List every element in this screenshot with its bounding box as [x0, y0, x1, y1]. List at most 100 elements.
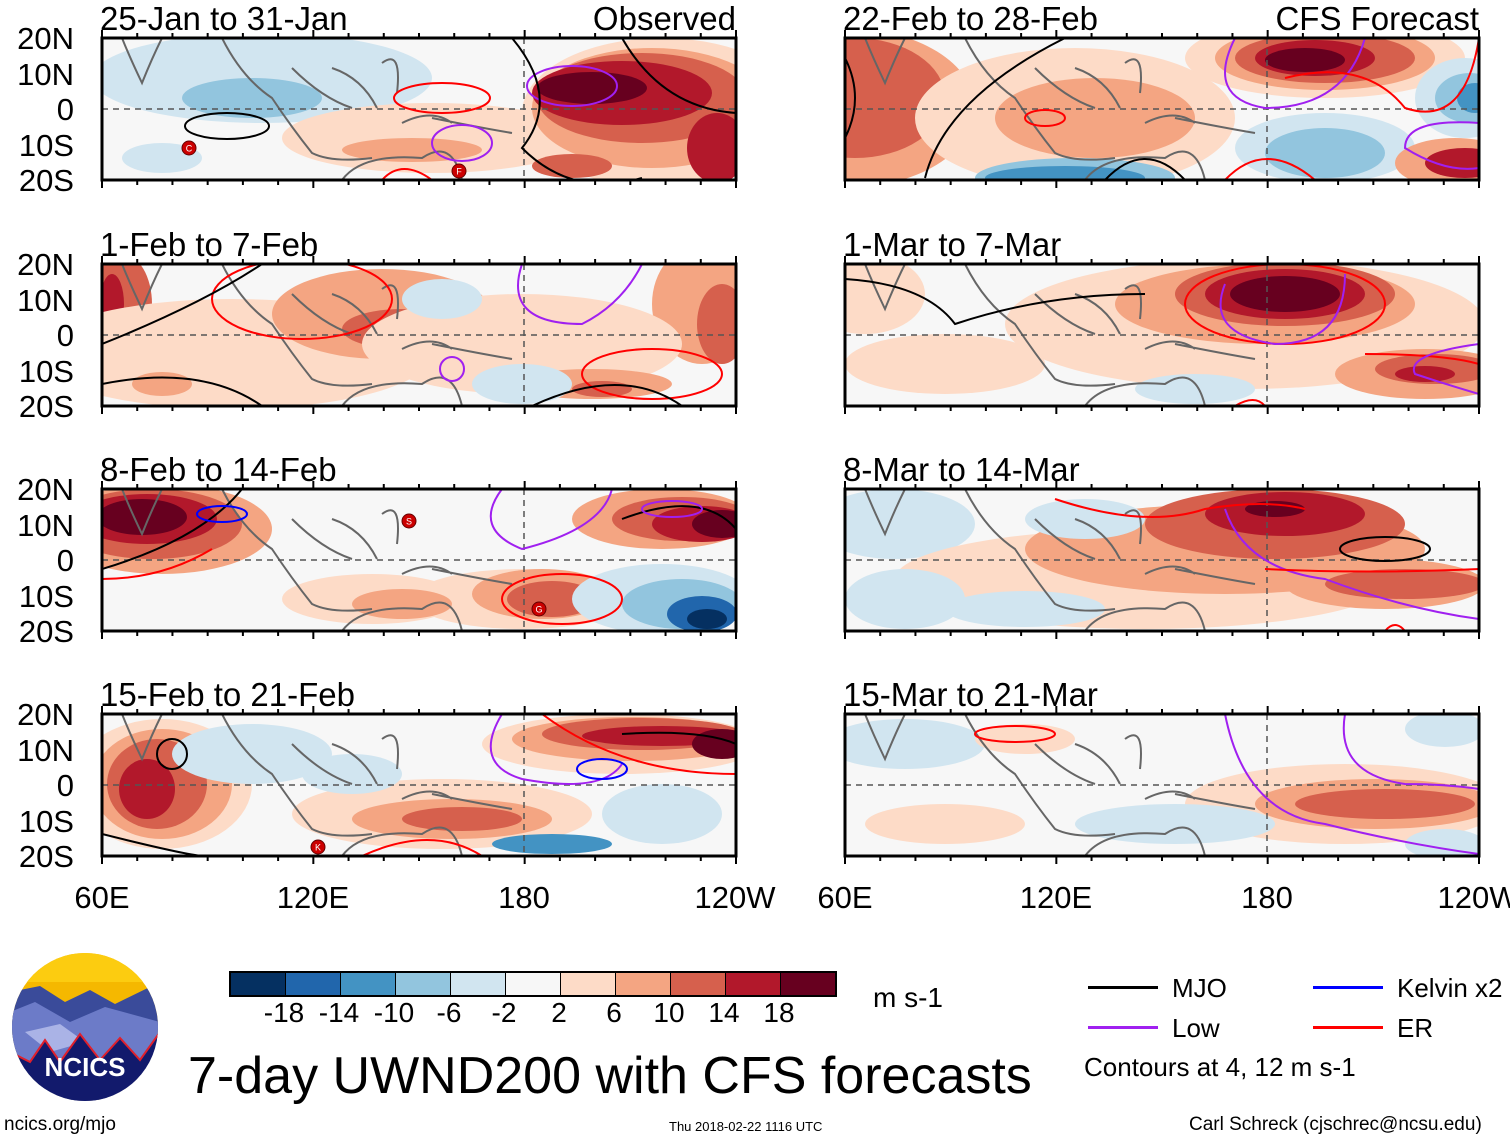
- er-contour: [381, 168, 433, 180]
- wind-anomaly-shading: [1230, 276, 1340, 312]
- wind-anomaly-shading: [687, 609, 727, 629]
- wind-anomaly-shading: [507, 581, 597, 617]
- wind-anomaly-shading: [975, 724, 1075, 754]
- wind-anomaly-shading: [402, 279, 482, 319]
- wind-anomaly-shading: [1395, 366, 1455, 382]
- lon-tick-label: 120E: [276, 880, 350, 915]
- panel-title: 25-Jan to 31-Jan: [100, 0, 348, 37]
- low-contour: [1224, 38, 1366, 110]
- wind-anomaly-shading: [602, 784, 722, 844]
- wind-anomaly-shading: [132, 372, 192, 396]
- er-contour: [1224, 158, 1316, 180]
- kelvin-contour: [576, 758, 628, 780]
- lat-tick-label: 20S: [18, 389, 74, 424]
- wind-anomaly-shading: [845, 334, 1045, 394]
- er-contour: [1024, 109, 1066, 127]
- coastline: [121, 489, 513, 631]
- er-contour: [211, 264, 393, 340]
- wind-anomaly-shading: [402, 807, 522, 831]
- legend-line: [1088, 1026, 1158, 1029]
- er-contour: [1384, 624, 1406, 631]
- lat-tick-label: 10N: [17, 507, 74, 543]
- panel-title: 22-Feb to 28-Feb: [843, 0, 1098, 37]
- panel-title: 1-Mar to 7-Mar: [843, 226, 1062, 263]
- wind-anomaly-shading: [182, 78, 322, 118]
- lat-tick-label: 10N: [17, 282, 74, 318]
- wind-anomaly-shading: [1425, 148, 1479, 178]
- colorbar-swatch: [506, 973, 561, 995]
- wind-anomaly-shading: [1075, 804, 1275, 844]
- er-contour: [581, 348, 723, 400]
- mjo-contour: [621, 731, 736, 745]
- wind-anomaly-shading: [1265, 128, 1385, 178]
- colorbar-swatch: [341, 973, 396, 995]
- wind-anomaly-shading: [845, 489, 975, 559]
- lat-tick-label: 10N: [17, 56, 74, 92]
- mjo-contour: [102, 489, 243, 570]
- wind-anomaly-shading: [697, 284, 736, 364]
- lat-tick-label: 20S: [18, 839, 74, 874]
- map-panel: [843, 706, 1481, 864]
- colorbar-swatch: [231, 973, 286, 995]
- wind-anomaly-shading: [1245, 501, 1305, 517]
- colorbar-label: 6: [606, 997, 622, 1028]
- lat-tick-label: 20S: [18, 163, 74, 198]
- colorbar-label: -14: [318, 997, 360, 1028]
- lat-tick-label: 0: [56, 768, 74, 803]
- er-contour: [1264, 568, 1479, 573]
- legend-line: [1313, 1026, 1383, 1029]
- er-contour: [1364, 353, 1479, 365]
- er-contour: [1284, 38, 1479, 113]
- wind-anomaly-shading: [985, 166, 1145, 180]
- er-contour: [501, 573, 623, 625]
- lat-tick-label: 20S: [18, 614, 74, 649]
- wind-anomaly-shading: [172, 724, 332, 784]
- mjo-contour: [845, 278, 1146, 326]
- low-contour: [1403, 121, 1479, 170]
- colorbar-swatch: [286, 973, 341, 995]
- storm-letter: G: [535, 605, 542, 615]
- legend-label: ER: [1397, 1013, 1434, 1043]
- colorbar-swatch: [781, 973, 835, 995]
- mjo-contour: [1104, 158, 1186, 180]
- map-panel: [100, 256, 738, 414]
- wind-anomaly-shading: [1405, 829, 1479, 856]
- map-panel: CF: [100, 30, 738, 188]
- map-panel: [843, 256, 1481, 414]
- wind-anomaly-shading: [995, 78, 1195, 158]
- colorbar-label: 14: [708, 997, 740, 1028]
- er-contour: [974, 725, 1056, 743]
- lat-tick-label: 10S: [18, 803, 74, 839]
- lat-tick-label: 10S: [18, 353, 74, 389]
- wind-anomaly-shading: [845, 569, 965, 629]
- wind-anomaly-shading: [692, 729, 736, 759]
- low-contour: [1219, 273, 1346, 346]
- lat-tick-label: 10S: [18, 578, 74, 614]
- panel-title: 1-Feb to 7-Feb: [100, 226, 319, 263]
- map-panel: SG: [100, 481, 738, 639]
- wind-anomaly-shading: [119, 759, 175, 819]
- wind-anomaly-shading: [945, 591, 1105, 627]
- tropical-cyclone-icon: G: [531, 601, 547, 617]
- mjo-contour: [102, 264, 263, 345]
- contour-note: Contours at 4, 12 m s-1: [1084, 1052, 1356, 1082]
- map-panel: K: [100, 706, 738, 864]
- lon-tick-label: 60E: [817, 880, 873, 915]
- panel-title: 8-Feb to 14-Feb: [100, 451, 337, 488]
- lon-tick-label: 180: [498, 880, 550, 915]
- low-contour: [489, 489, 613, 551]
- forecast-label: CFS Forecast: [1275, 0, 1479, 37]
- wind-anomaly-shading: [342, 138, 482, 162]
- low-contour: [489, 714, 623, 785]
- mjo-contour: [102, 376, 263, 406]
- coastline: [864, 489, 1256, 631]
- low-contour: [431, 124, 493, 162]
- coastline: [121, 714, 513, 856]
- mjo-contour: [184, 112, 270, 140]
- coastline: [864, 264, 1256, 406]
- wind-anomaly-shading: [1135, 374, 1255, 404]
- colorbar-label: -10: [373, 997, 415, 1028]
- mjo-contour: [511, 38, 643, 180]
- colorbar-label: 10: [653, 997, 685, 1028]
- mjo-contour: [621, 38, 736, 114]
